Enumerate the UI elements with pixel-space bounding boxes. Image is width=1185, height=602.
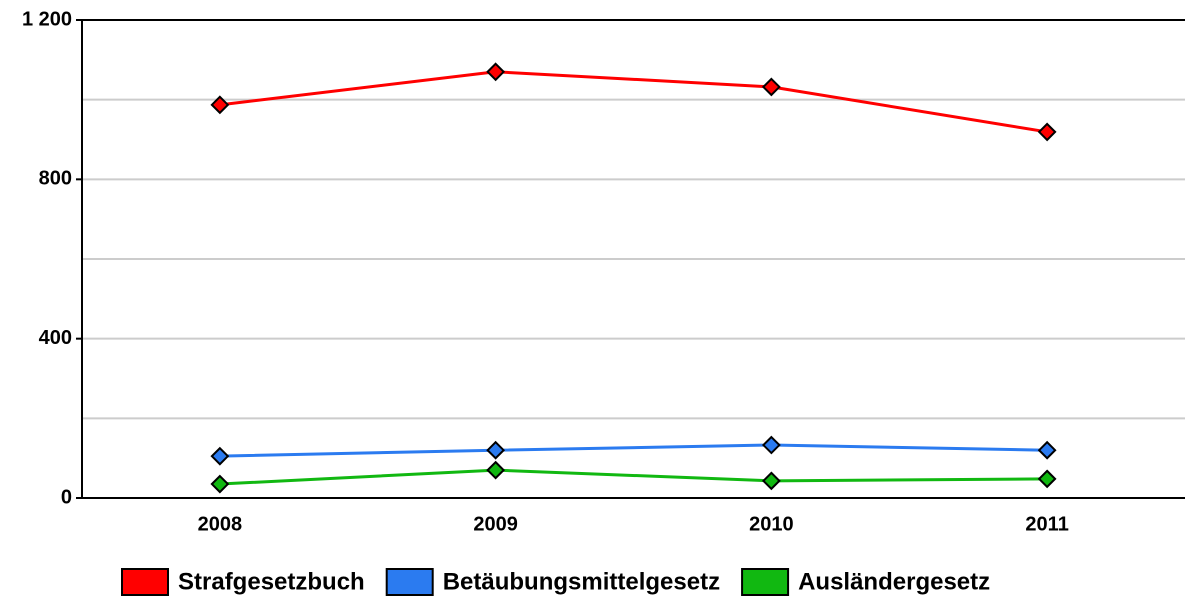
x-tick-label: 2010 <box>749 513 794 535</box>
x-tick-label: 2011 <box>1025 513 1068 535</box>
y-tick-label: 1 200 <box>22 8 72 30</box>
legend-swatch <box>741 568 790 596</box>
legend-swatch <box>385 568 434 596</box>
legend-label: Strafgesetzbuch <box>178 568 365 595</box>
point-marker <box>210 474 230 494</box>
series-line <box>219 70 1048 134</box>
legend-label: Ausländergesetz <box>798 568 990 595</box>
series-line <box>219 443 1048 458</box>
point-marker <box>1037 469 1057 489</box>
point-marker <box>210 446 230 466</box>
legend-label: Betäubungsmittelgesetz <box>443 568 720 595</box>
point-marker <box>486 62 506 82</box>
x-tick-label: 2009 <box>473 513 518 535</box>
point-marker <box>1037 440 1057 460</box>
point-marker <box>1037 122 1057 142</box>
point-marker <box>761 77 781 97</box>
series-line <box>219 468 1048 486</box>
legend-swatch <box>121 568 169 596</box>
point-marker <box>486 440 506 460</box>
point-marker <box>761 471 781 491</box>
y-tick-label: 400 <box>39 327 72 349</box>
y-tick-label: 800 <box>39 168 72 190</box>
point-marker <box>486 460 506 480</box>
point-marker <box>761 435 781 455</box>
point-marker <box>210 95 230 115</box>
y-tick-label: 0 <box>61 486 72 508</box>
x-tick-label: 2008 <box>198 513 243 535</box>
